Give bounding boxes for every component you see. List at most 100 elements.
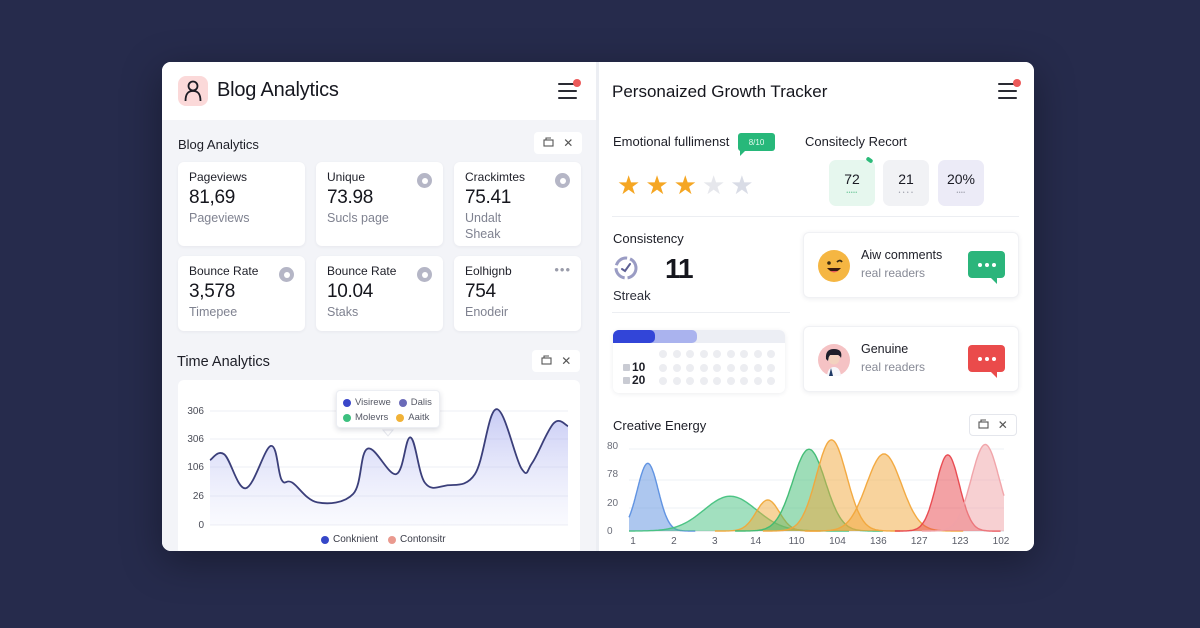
stat-card-crackimtes[interactable]: Crackimtes 75.41 Undalt Sheak [454,162,581,246]
circle-icon [279,267,294,282]
panel-divider [596,62,599,551]
activity-dot [740,350,748,358]
star-empty-icon[interactable]: ★ [730,170,754,200]
legend-item[interactable]: Contonsitr [388,534,446,545]
progress-primary [613,330,655,343]
time-analytics-chart: 306 306 106 26 0 Visirewe Dalis Molevrs … [178,380,580,551]
activity-dot [686,377,694,385]
record-caption: ••••• [846,189,858,196]
legend-label: Visirewe [355,397,391,408]
stat-sub: Sucls page [327,211,389,225]
activity-dot [753,363,762,372]
comment-sub: real readers [861,266,926,280]
time-area-chart[interactable] [178,380,580,551]
close-icon[interactable]: ✕ [563,136,574,150]
star-filled-icon[interactable]: ★ [617,170,641,200]
activity-dot [672,363,681,372]
comment-card-aiw[interactable]: Aiw comments real readers [803,232,1019,298]
record-box: 21 • • • • [883,160,929,206]
x-tick: 127 [910,536,928,547]
activity-dot [672,377,681,385]
stat-card-unique[interactable]: Unique 73.98 Sucls page [316,162,443,246]
activity-dot [740,363,748,372]
activity-dot [726,350,735,358]
legend-item[interactable]: Conknient [321,534,378,545]
stats-window-controls: ✕ [534,132,582,154]
stat-value: 75.41 [465,187,512,208]
legend-dot [398,398,407,407]
stat-card-pageviews[interactable]: Pageviews 81,69 Pageviews [178,162,305,246]
y-tick: 80 [607,441,619,452]
activity-dot [713,363,721,372]
restore-icon[interactable] [543,137,554,149]
close-icon[interactable]: ✕ [561,354,572,368]
star-rating[interactable]: ★ ★ ★ ★ ★ [617,172,754,198]
x-tick: 123 [951,536,969,547]
restore-icon[interactable] [978,419,989,431]
stat-value: 3,578 [189,281,236,302]
more-icon[interactable]: ••• [554,262,571,277]
progress-card: 10 20 [613,330,785,393]
activity-dot [659,350,667,358]
activity-dot [699,350,708,358]
app-window: Blog Analytics Blog Analytics ✕ Pageview… [162,62,1034,551]
blog-analytics-panel: Blog Analytics Blog Analytics ✕ Pageview… [162,62,596,551]
stat-card-bounce-rate[interactable]: Bounce Rate 3,578 Timepee [178,256,305,331]
progress-label-text: 20 [632,373,646,387]
y-tick: 306 [187,434,204,445]
stat-card-bounce-rate-2[interactable]: Bounce Rate 10.04 Staks [316,256,443,331]
notification-dot [1013,79,1021,87]
streak-progress-icon [613,255,639,286]
x-tick: 104 [829,536,846,547]
progress-label: 10 [623,360,645,374]
activity-dot [726,377,735,385]
star-filled-icon[interactable]: ★ [645,170,669,200]
close-icon[interactable]: ✕ [997,418,1008,432]
restore-icon[interactable] [541,355,552,367]
hamburger-menu-icon[interactable] [558,79,581,101]
activity-dot [672,350,681,358]
chart-legend: Conknient Contonsitr [321,534,446,545]
stat-label: Crackimtes [465,170,526,184]
record-box: 72 ••••• [829,156,875,206]
stat-sub: Staks [327,305,359,319]
progress-label-text: 10 [632,360,646,374]
activity-dot [686,350,694,358]
activity-dot [767,363,775,372]
stat-sub-2: Sheak [465,227,501,241]
legend-label: Conknient [333,534,379,545]
stat-label: Pageviews [189,170,248,184]
star-empty-icon[interactable]: ★ [701,170,726,200]
y-tick: 78 [607,469,619,480]
circle-icon [555,173,570,188]
comment-title: Aiw comments [861,248,943,262]
legend-label: Molevrs [355,412,389,423]
x-tick: 102 [992,536,1010,547]
star-filled-icon[interactable]: ★ [673,170,697,200]
activity-dot [767,350,775,358]
chart-tooltip-legend: Visirewe Dalis Molevrs Aaitk [336,390,440,428]
stat-label: Unique [327,170,366,184]
legend-dot [396,413,405,422]
progress-label: 20 [623,373,645,387]
comment-title: Genuine [861,342,909,356]
activity-dot [726,363,735,372]
stat-value: 81,69 [189,187,236,208]
emotional-title: Emotional fullimenst [613,134,730,149]
user-icon[interactable] [178,76,208,106]
stat-sub: Pageviews [189,211,250,225]
stat-label: Eolhignb [465,264,512,278]
legend-dot [321,535,329,544]
stat-card-eolhignb[interactable]: Eolhignb 754 Enodeir ••• [454,256,581,331]
y-tick: 20 [607,498,619,509]
chat-bubble-icon[interactable] [968,345,1005,378]
chat-bubble-icon[interactable] [968,251,1005,284]
activity-dot [686,363,694,372]
record-value: 72 [844,170,860,187]
comment-card-genuine[interactable]: Genuine real readers [803,326,1019,392]
stat-sub: Enodeir [465,305,509,319]
legend-label: Dalis [410,397,432,408]
search-icon [417,267,432,282]
hamburger-menu-icon[interactable] [998,79,1021,101]
search-icon [417,173,432,188]
